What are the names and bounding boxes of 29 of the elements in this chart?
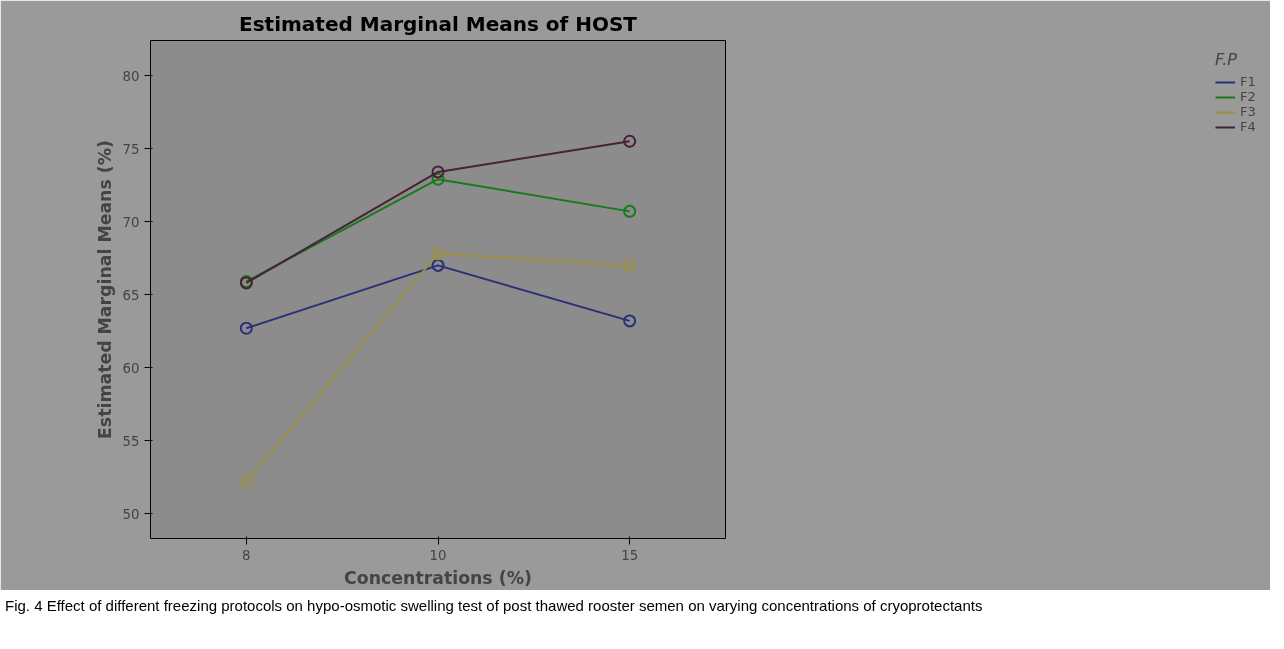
- legend-label: F2: [1240, 89, 1257, 104]
- x-axis-title: Concentrations (%): [344, 567, 532, 588]
- legend-title: F.P: [1215, 50, 1238, 69]
- legend-label: F4: [1240, 119, 1257, 134]
- y-tick-label: 75: [122, 141, 140, 157]
- y-tick-label: 60: [122, 360, 140, 376]
- legend-label: F1: [1240, 74, 1257, 89]
- x-tick-label: 8: [242, 547, 251, 563]
- point: [431, 165, 445, 179]
- point: [431, 247, 445, 261]
- point: [623, 204, 637, 218]
- legend-label: F3: [1240, 104, 1257, 119]
- chart-title: Estimated Marginal Means of HOST: [239, 11, 638, 36]
- point: [623, 314, 637, 328]
- point: [239, 475, 253, 489]
- y-axis-title: Estimated Marginal Means (%): [94, 140, 115, 439]
- point: [239, 321, 253, 335]
- y-tick-label: 70: [122, 214, 140, 230]
- y-tick-label: 80: [122, 68, 140, 84]
- y-tick-label: 55: [122, 433, 140, 449]
- point: [623, 258, 637, 272]
- x-tick-label: 10: [429, 547, 447, 563]
- point: [431, 172, 445, 186]
- point: [431, 258, 445, 272]
- x-tick-label: 15: [621, 547, 639, 563]
- point: [623, 134, 637, 148]
- y-tick-label: 65: [122, 287, 140, 303]
- y-tick-label: 50: [122, 506, 140, 522]
- caption: Fig. 4 Effect of different freezing protocols on hypo-osmotic swelling test of post thawed rooster semen on varying concentrations of cryoprotectants: [5, 596, 983, 616]
